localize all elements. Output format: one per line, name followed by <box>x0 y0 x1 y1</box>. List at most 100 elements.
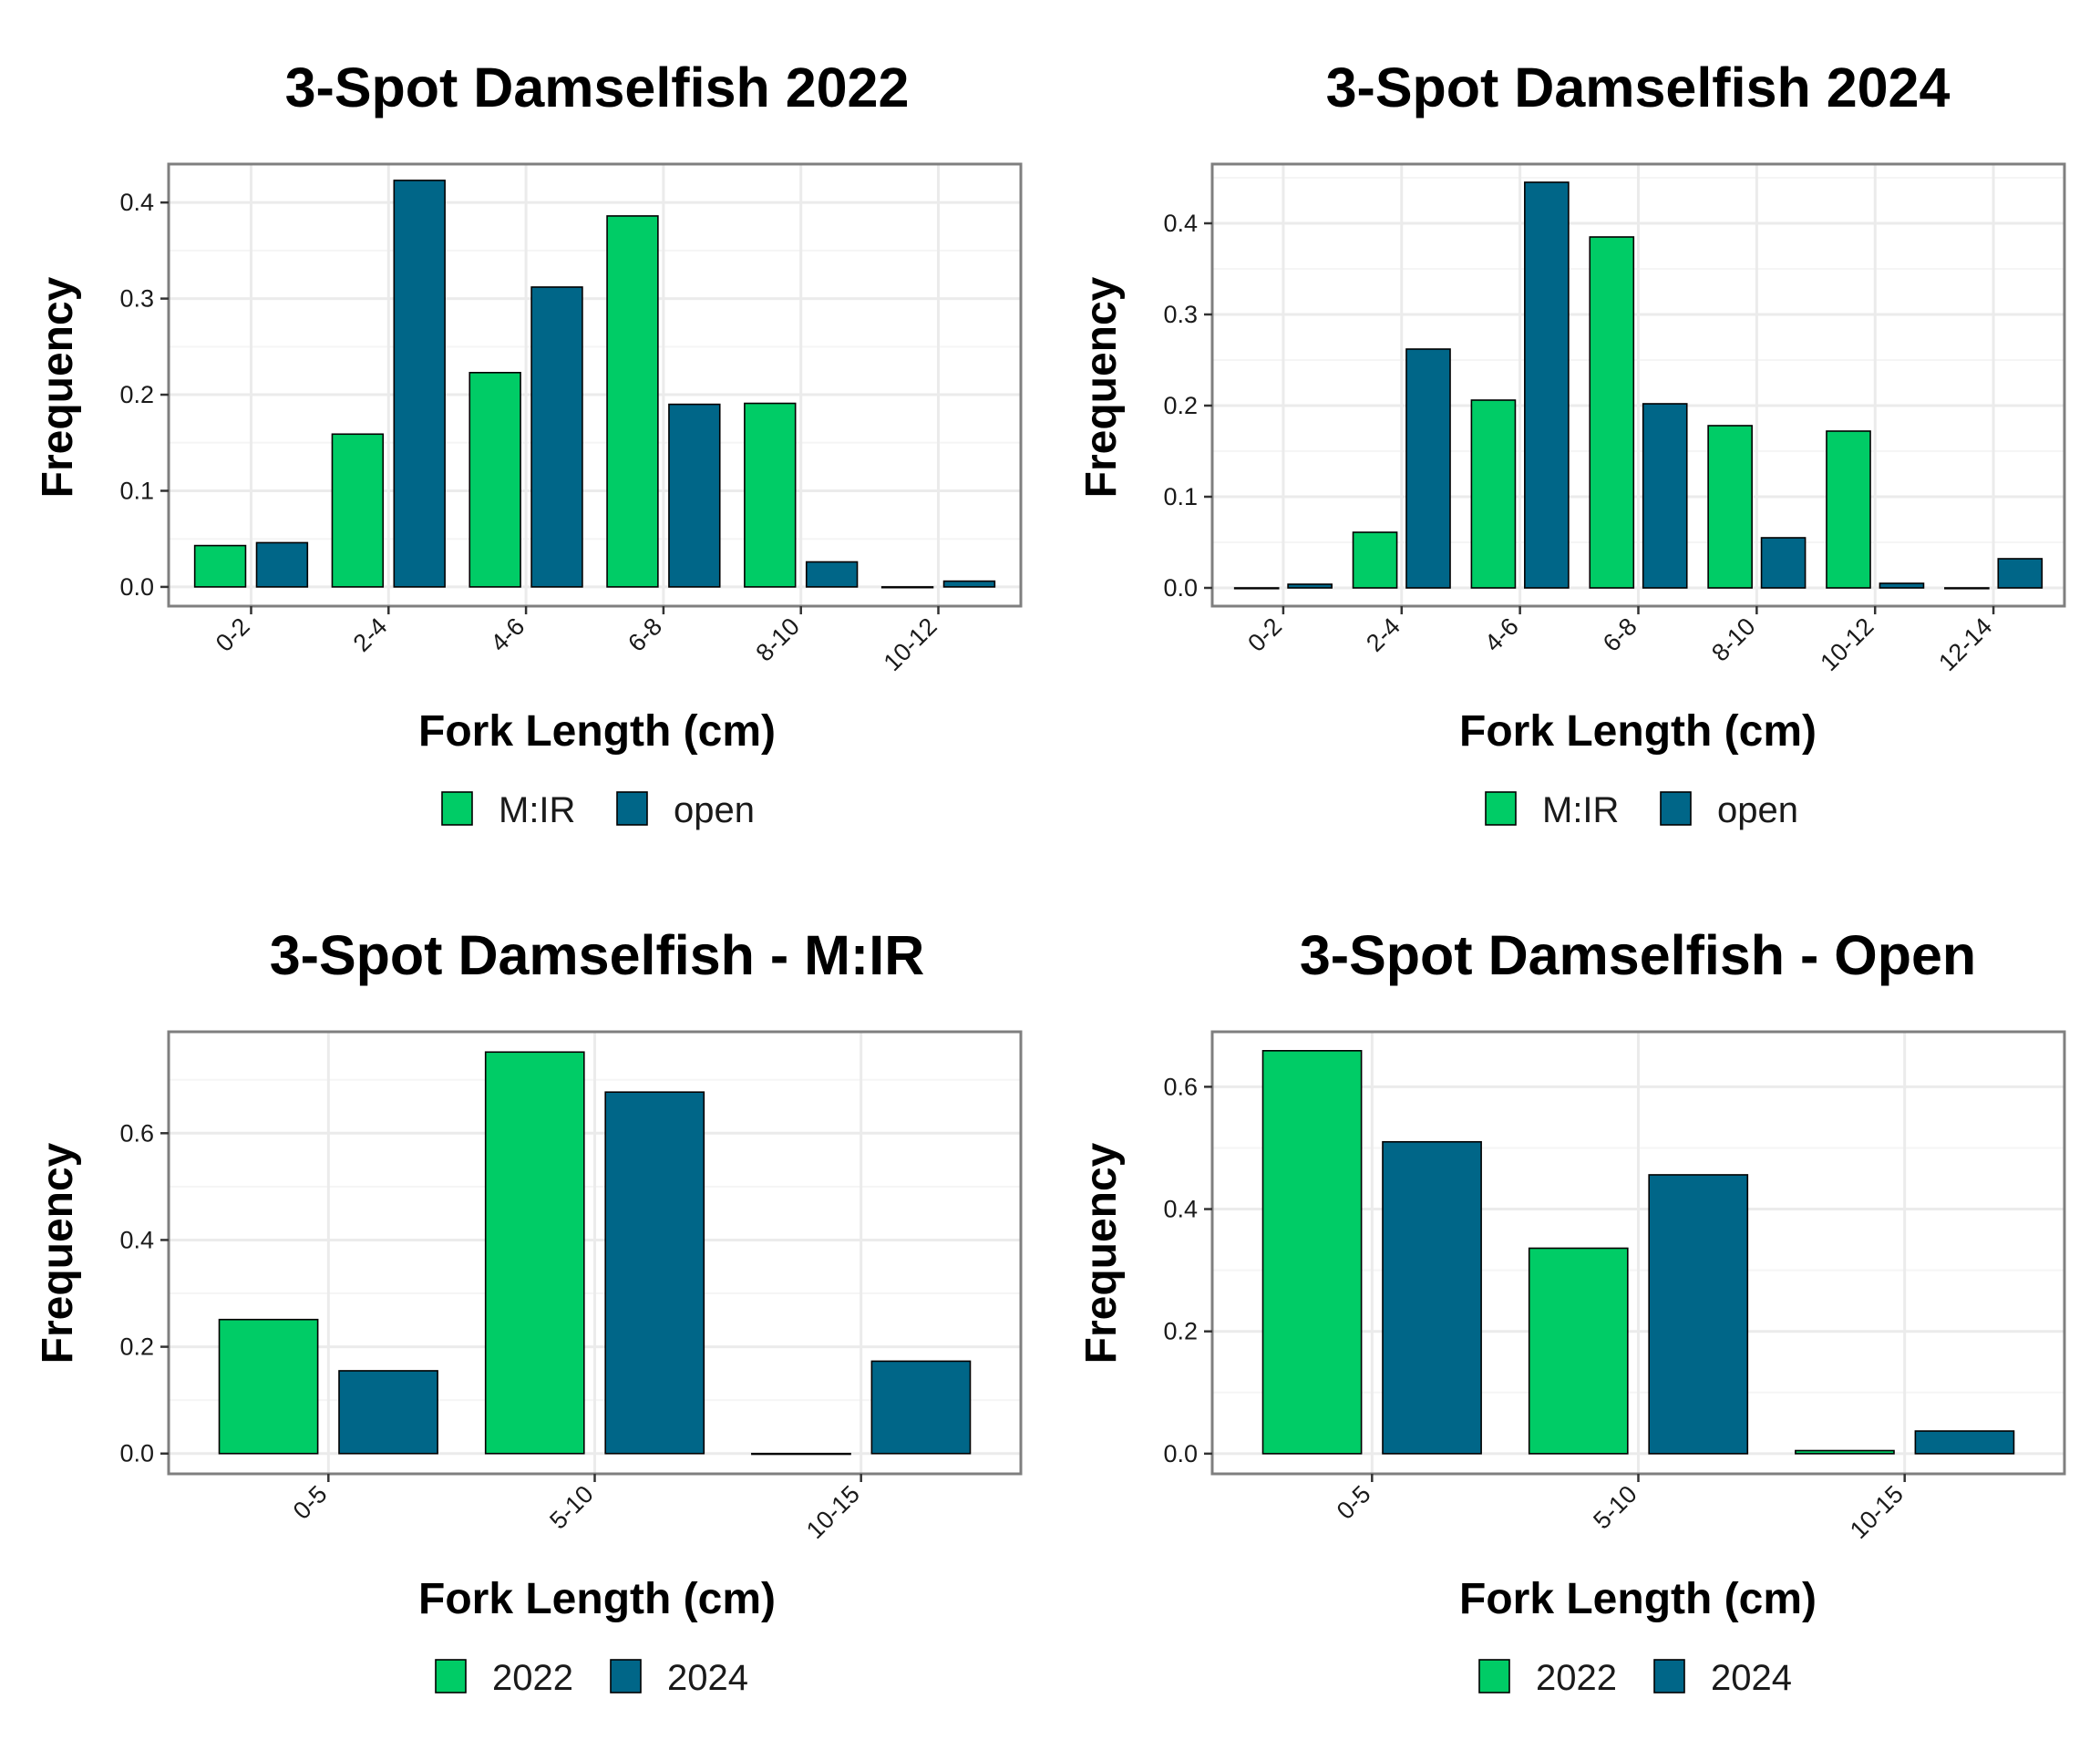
bar-2024-5-10 <box>604 1091 705 1455</box>
y-tick-label: 0.2 <box>119 1333 154 1361</box>
bar-mir-10-12 <box>880 586 934 589</box>
bar-mir-6-8 <box>1589 236 1635 589</box>
chart-title: 3-Spot Damselfish 2024 <box>1326 57 1951 118</box>
x-tick-label: 0-2 <box>211 612 255 657</box>
bar-open-8-10 <box>805 561 859 588</box>
legend-key <box>1478 1659 1510 1693</box>
x-tick-label: 0-5 <box>288 1480 333 1525</box>
bar-2024-10-15 <box>870 1360 972 1455</box>
bar-mir-8-10 <box>1707 425 1753 589</box>
panel-border <box>167 162 1023 608</box>
y-tick-label: 0.3 <box>119 285 154 313</box>
x-tick-label: 0-5 <box>1332 1480 1376 1525</box>
y-tick-label: 0.2 <box>1163 1318 1198 1345</box>
bar-mir-0-2 <box>193 544 247 588</box>
bar-open-12-14 <box>1997 558 2043 589</box>
bar-open-0-2 <box>1287 583 1333 589</box>
bar-open-0-2 <box>255 541 309 588</box>
x-axis-title: Fork Length (cm) <box>1459 707 1817 756</box>
bar-2022-0-5 <box>1261 1049 1363 1455</box>
bar-mir-10-12 <box>1826 430 1871 589</box>
legend-key <box>1660 791 1692 826</box>
legend-key <box>1653 1659 1685 1693</box>
bar-2022-10-15 <box>1795 1449 1895 1455</box>
y-tick-label: 0.0 <box>1163 1440 1198 1467</box>
x-tick-label: 8-10 <box>751 612 805 666</box>
y-tick-label: 0.2 <box>1163 392 1198 419</box>
y-tick-label: 0.1 <box>119 477 154 504</box>
x-axis-title: Fork Length (cm) <box>418 707 776 756</box>
x-axis-title: Fork Length (cm) <box>1459 1575 1817 1623</box>
legend-label: 2022 <box>492 1658 573 1698</box>
x-tick-label: 2-4 <box>348 612 393 657</box>
bar-open-8-10 <box>1760 537 1807 589</box>
bar-mir-4-6 <box>1470 399 1517 589</box>
x-tick-label: 12-14 <box>1933 612 1997 676</box>
x-tick-label: 5-10 <box>544 1480 598 1534</box>
legend-label: open <box>674 790 755 830</box>
y-tick-label: 0.1 <box>1163 483 1198 510</box>
y-tick-label: 0.4 <box>1163 210 1198 237</box>
bar-2024-0-5 <box>1382 1140 1482 1455</box>
y-axis-title: Frequency <box>1077 276 1126 498</box>
bar-2022-5-10 <box>1528 1247 1629 1455</box>
x-axis-title: Fork Length (cm) <box>418 1575 776 1623</box>
chart-panel-4: 0.0 0.2 0.4 0.6 0-5 5-10 10-15 3-Spot Damselfis… <box>1077 924 2066 1698</box>
bar-mir-6-8 <box>606 215 659 588</box>
y-tick-label: 0.4 <box>119 1226 154 1253</box>
chart-title: 3-Spot Damselfish - M:IR <box>270 924 925 986</box>
chart-title: 3-Spot Damselfish 2022 <box>285 57 910 118</box>
bar-open-2-4 <box>1405 348 1451 589</box>
chart-panel-2: 0.0 0.1 0.2 0.3 0.4 0-2 2-4 4-6 6-8 8-10 10-12 12-1… <box>1077 57 2066 830</box>
y-tick-label: 0.2 <box>119 381 154 408</box>
y-tick-label: 0.0 <box>119 573 154 601</box>
chart-panel-1: 0.0 0.1 0.2 0.3 0.4 0-2 2-4 4-6 6-8 8-10 10-12 3-Sp… <box>34 57 1023 830</box>
bar-2022-0-5 <box>218 1318 319 1455</box>
bar-mir-8-10 <box>744 402 797 588</box>
legend-label: M:IR <box>1542 790 1619 830</box>
y-tick-label: 0.3 <box>1163 301 1198 328</box>
plot-background <box>169 164 1021 606</box>
bar-mir-4-6 <box>468 371 521 588</box>
legend-key <box>435 1659 467 1693</box>
y-tick-label: 0.0 <box>119 1440 154 1467</box>
legend: 2022 2024 <box>1478 1658 1792 1698</box>
legend-label: open <box>1717 790 1798 830</box>
bar-open-2-4 <box>393 180 446 588</box>
x-tick-label: 4-6 <box>486 612 530 657</box>
legend-key <box>1485 791 1517 826</box>
bar-mir-0-2 <box>1233 587 1280 590</box>
bar-open-6-8 <box>1642 403 1688 589</box>
x-tick-label: 10-15 <box>1845 1480 1909 1544</box>
bar-mir-12-14 <box>1944 587 1990 590</box>
x-tick-label: 6-8 <box>1598 612 1642 657</box>
x-tick-label: 10-12 <box>879 612 942 676</box>
legend-label: 2022 <box>1536 1658 1617 1698</box>
bar-open-6-8 <box>668 403 721 588</box>
y-axis-title: Frequency <box>1077 1142 1126 1364</box>
bar-open-10-12 <box>942 580 996 588</box>
bar-2022-5-10 <box>484 1051 585 1455</box>
x-tick-label: 8-10 <box>1706 612 1760 666</box>
legend-label: 2024 <box>667 1658 748 1698</box>
bar-open-4-6 <box>530 286 583 588</box>
y-tick-label: 0.4 <box>1163 1196 1198 1223</box>
x-tick-label: 0-2 <box>1242 612 1287 657</box>
y-tick-label: 0.0 <box>1163 574 1198 602</box>
bar-2024-0-5 <box>338 1370 438 1455</box>
legend-key <box>441 791 473 826</box>
bar-mir-2-4 <box>331 433 385 588</box>
y-tick-label: 0.4 <box>119 189 154 216</box>
bar-2024-5-10 <box>1648 1174 1749 1455</box>
legend: 2022 2024 <box>435 1658 748 1698</box>
legend-label: 2024 <box>1711 1658 1792 1698</box>
y-tick-label: 0.6 <box>119 1119 154 1147</box>
y-axis-title: Frequency <box>34 276 82 498</box>
x-tick-label: 10-12 <box>1815 612 1879 676</box>
legend: M:IR open <box>441 790 755 830</box>
bar-2022-10-15 <box>751 1452 851 1456</box>
legend-label: M:IR <box>499 790 575 830</box>
y-axis-title: Frequency <box>34 1142 82 1364</box>
x-tick-label: 6-8 <box>623 612 667 657</box>
